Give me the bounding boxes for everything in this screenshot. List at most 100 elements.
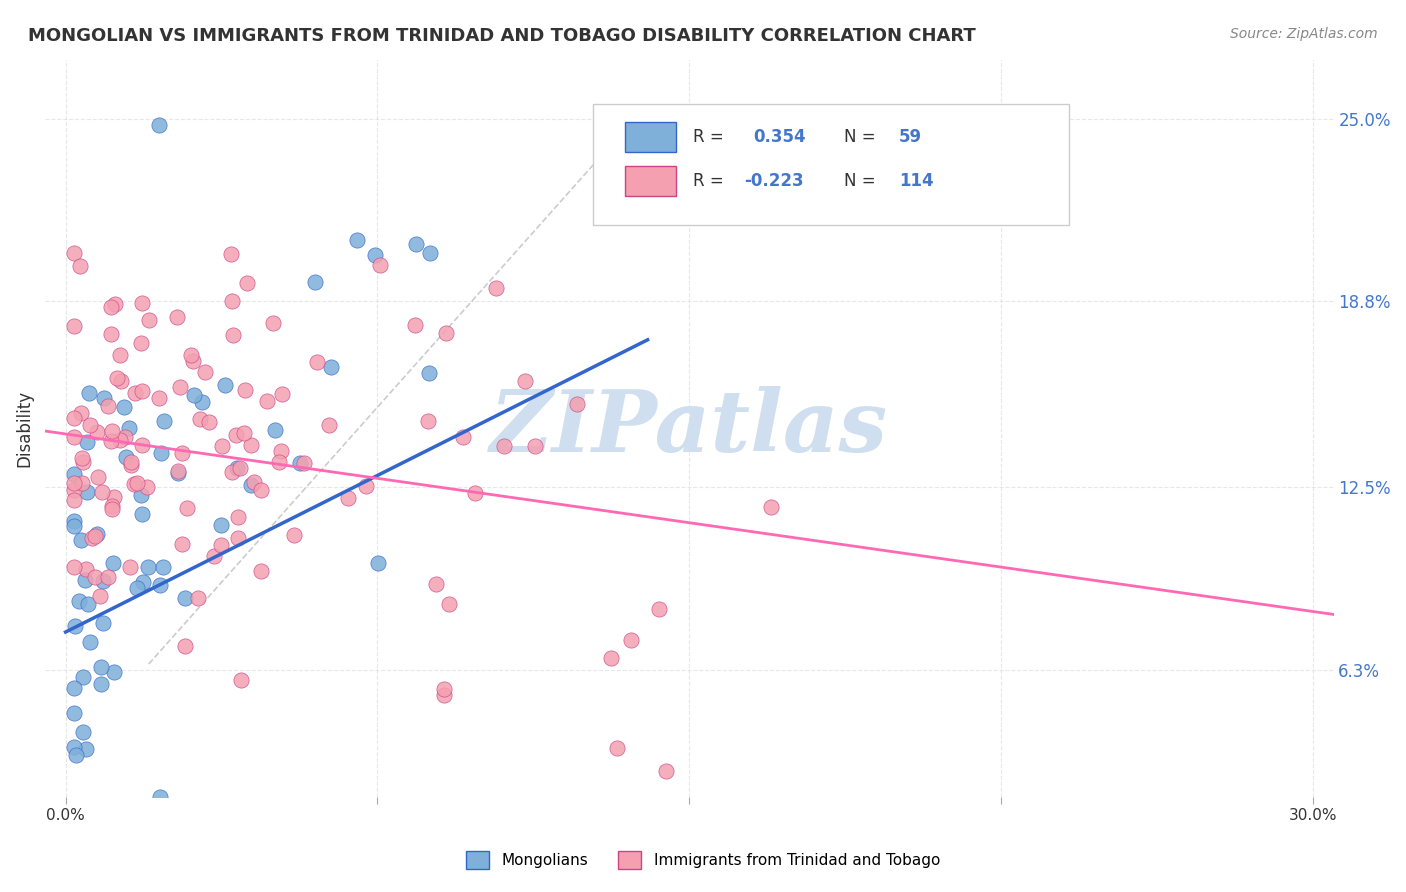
Point	[600, 651, 623, 665]
Point	[63, 519, 86, 533]
Point	[120, 458, 142, 473]
Point	[513, 374, 536, 388]
Point	[110, 348, 132, 362]
Text: N =: N =	[844, 128, 880, 146]
Point	[114, 430, 136, 444]
Point	[226, 461, 249, 475]
Point	[425, 577, 447, 591]
Point	[337, 491, 360, 506]
Point	[229, 673, 252, 688]
Point	[292, 456, 315, 470]
Point	[263, 423, 285, 437]
Point	[115, 450, 138, 465]
Point	[433, 688, 456, 702]
Point	[197, 415, 219, 429]
Point	[235, 276, 257, 290]
Point	[761, 500, 783, 514]
Point	[138, 313, 160, 327]
Point	[136, 559, 159, 574]
Point	[112, 400, 135, 414]
Point	[304, 275, 326, 289]
Point	[226, 531, 249, 545]
Point	[63, 560, 86, 574]
Point	[129, 488, 152, 502]
Point	[65, 747, 87, 762]
Point	[124, 476, 146, 491]
Point	[250, 565, 273, 579]
Point	[72, 670, 94, 684]
Point	[270, 444, 292, 458]
Point	[108, 434, 131, 448]
Bar	[624, 167, 676, 196]
Point	[170, 446, 193, 460]
Point	[606, 741, 628, 756]
Point	[174, 591, 197, 606]
Point	[437, 597, 460, 611]
Point	[131, 438, 153, 452]
Text: ZIPatlas: ZIPatlas	[491, 386, 889, 470]
Point	[93, 616, 115, 631]
Point	[100, 300, 122, 314]
Point	[464, 485, 486, 500]
Point	[174, 639, 197, 653]
Point	[118, 560, 141, 574]
Point	[354, 479, 377, 493]
Point	[129, 335, 152, 350]
Point	[76, 434, 98, 449]
Point	[131, 507, 153, 521]
Point	[221, 465, 243, 479]
Point	[152, 560, 174, 574]
Point	[202, 549, 225, 564]
Point	[70, 533, 93, 547]
Point	[63, 483, 86, 497]
Point	[418, 414, 440, 428]
Y-axis label: Disability: Disability	[15, 390, 32, 467]
Text: N =: N =	[844, 172, 880, 190]
Text: R =: R =	[693, 128, 730, 146]
Point	[153, 414, 176, 428]
Point	[319, 360, 342, 375]
Point	[149, 578, 172, 592]
Point	[105, 371, 128, 385]
Point	[100, 499, 122, 513]
Point	[90, 660, 112, 674]
Point	[363, 248, 385, 262]
Point	[169, 380, 191, 394]
Point	[243, 475, 266, 489]
Point	[93, 391, 115, 405]
Point	[225, 427, 247, 442]
Point	[100, 326, 122, 341]
Point	[256, 393, 278, 408]
Point	[125, 581, 148, 595]
Point	[70, 450, 93, 465]
Point	[110, 374, 132, 388]
Point	[75, 742, 97, 756]
Point	[63, 681, 86, 696]
Point	[367, 556, 389, 570]
Point	[80, 531, 103, 545]
Point	[267, 455, 290, 469]
Point	[148, 118, 170, 132]
Point	[97, 399, 120, 413]
Point	[648, 602, 671, 616]
Bar	[624, 122, 676, 152]
Point	[131, 384, 153, 399]
Text: -0.223: -0.223	[745, 172, 804, 190]
Point	[404, 318, 426, 333]
Point	[240, 478, 263, 492]
Text: MONGOLIAN VS IMMIGRANTS FROM TRINIDAD AND TOBAGO DISABILITY CORRELATION CHART: MONGOLIAN VS IMMIGRANTS FROM TRINIDAD AN…	[28, 27, 976, 45]
Point	[101, 556, 124, 570]
Point	[368, 258, 391, 272]
Text: R =: R =	[693, 172, 730, 190]
Point	[451, 430, 474, 444]
Point	[69, 259, 91, 273]
Point	[75, 562, 97, 576]
FancyBboxPatch shape	[592, 103, 1070, 226]
Point	[167, 466, 190, 480]
Point	[194, 365, 217, 379]
Point	[170, 537, 193, 551]
Text: 59: 59	[900, 128, 922, 146]
Point	[229, 461, 252, 475]
Point	[63, 410, 86, 425]
Point	[86, 425, 108, 440]
